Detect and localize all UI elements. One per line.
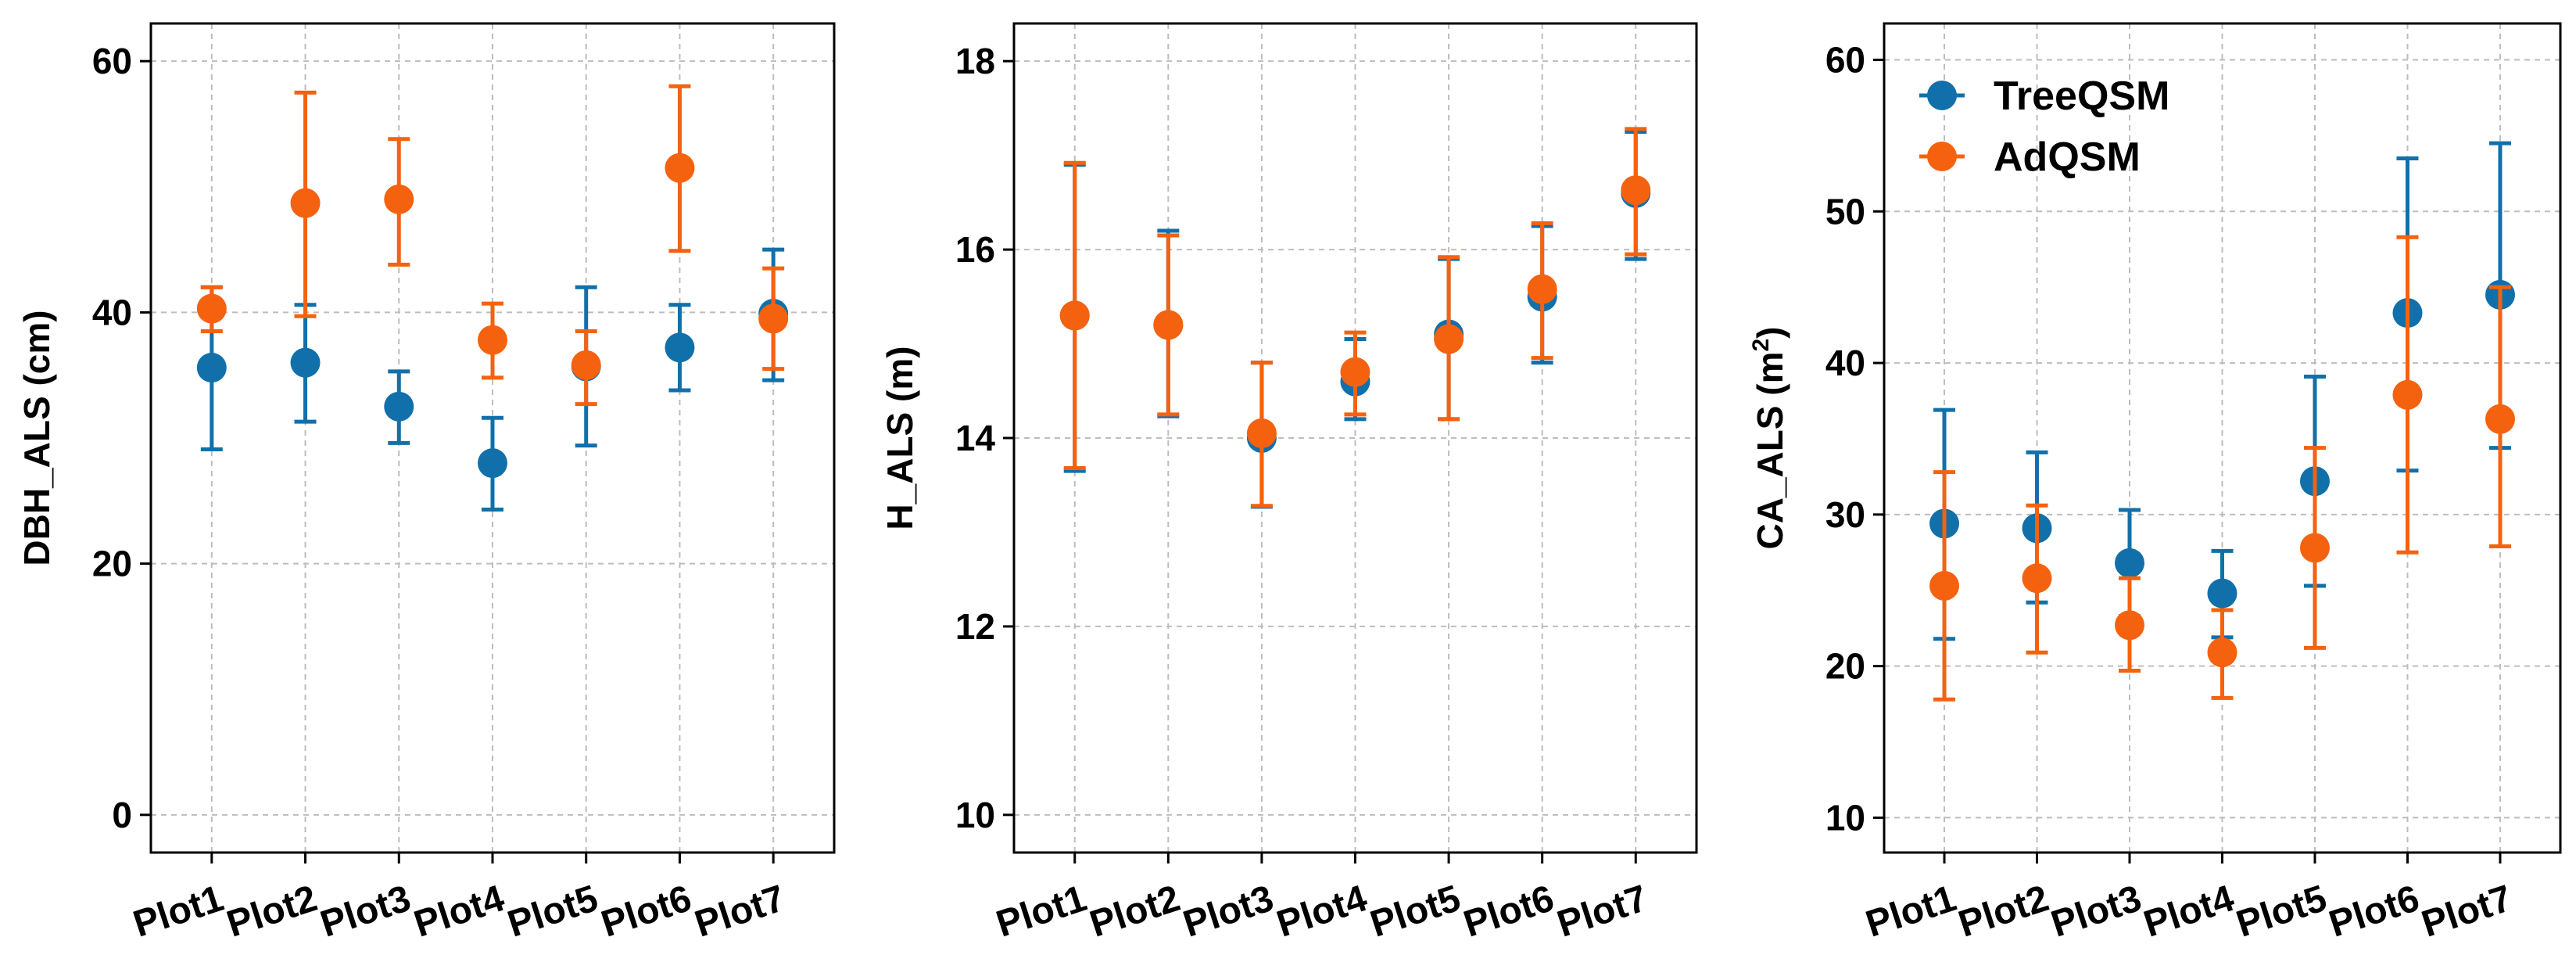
x-tick-label: Plot3 [2046, 878, 2146, 946]
data-point [2022, 563, 2052, 594]
series-adqsm [1929, 235, 2515, 702]
x-tick-label: Plot4 [2139, 878, 2239, 946]
y-tick-label: 10 [1825, 797, 1865, 838]
data-point [2115, 548, 2145, 578]
x-tick-label: Plot6 [1459, 878, 1559, 946]
data-point [665, 332, 695, 363]
data-point [2207, 578, 2237, 609]
plot-frame [1012, 22, 1698, 854]
x-tick-label: Plot7 [690, 878, 790, 946]
data-point [2392, 379, 2423, 410]
x-tick-label: Plot3 [1178, 878, 1278, 946]
data-point [1929, 570, 1960, 601]
legend-marker [1927, 142, 1957, 171]
data-point [384, 184, 414, 214]
y-tick-label: 20 [92, 544, 132, 584]
x-tick-label: Plot5 [1365, 878, 1465, 946]
x-tick-label: Plot2 [1085, 878, 1185, 946]
x-tick-label: Plot1 [1861, 878, 1961, 946]
legend-label: TreeQSM [1994, 74, 2169, 119]
y-tick-label: 20 [1825, 646, 1865, 687]
data-point [196, 353, 227, 383]
series-adqsm [1059, 127, 1651, 508]
y-axis-label: H_ALS (m) [880, 346, 920, 530]
x-tick-label: Plot2 [222, 878, 322, 946]
data-point [2207, 637, 2237, 668]
y-axis-label: DBH_ALS (cm) [16, 310, 57, 565]
series-adqsm [196, 84, 789, 407]
legend-marker [1927, 81, 1957, 110]
data-point [1246, 418, 1277, 448]
data-point [1059, 300, 1090, 331]
data-point [571, 350, 601, 380]
x-tick-label: Plot3 [316, 878, 416, 946]
data-point [1434, 324, 1464, 354]
x-tick-label: Plot7 [2417, 878, 2517, 946]
x-tick-label: Plot1 [128, 878, 228, 946]
y-tick-label: 30 [1825, 494, 1865, 535]
x-tick-label: Plot1 [991, 878, 1091, 946]
data-point [2485, 404, 2515, 434]
y-tick-label: 50 [1825, 191, 1865, 232]
chart-panel-3: 102030405060Plot1Plot2Plot3Plot4Plot5Plo… [1748, 22, 2562, 946]
y-tick-label: 60 [92, 41, 132, 81]
data-point [1527, 274, 1557, 304]
x-tick-label: Plot2 [1954, 878, 2054, 946]
x-tick-label: Plot4 [409, 878, 509, 946]
y-tick-label: 60 [1825, 40, 1865, 81]
data-point [196, 293, 227, 324]
x-tick-label: Plot4 [1272, 878, 1372, 946]
chart-panel-1: 0 20 40 60 Plot1Plot2Plot3Plot4Plot5Plot6Plo… [16, 22, 836, 946]
y-axis-label: CA_ALS (m2) [1748, 326, 1790, 549]
legend: TreeQSM AdQSM [1919, 74, 2169, 180]
data-point [478, 325, 507, 355]
chart-panel-2: 10 12 14 16 18 Plot1Plot2Plot3Plot4Plot5Plot6… [880, 22, 1698, 946]
y-tick-label: 14 [955, 418, 996, 458]
y-tick-label: 40 [1825, 343, 1865, 383]
y-tick-label: 40 [92, 292, 132, 332]
x-tick-label: Plot5 [503, 878, 603, 946]
data-point [2115, 610, 2145, 641]
data-point [384, 391, 414, 422]
data-point [2299, 533, 2330, 563]
y-tick-label: 18 [955, 41, 995, 81]
y-tick-label: 0 [112, 795, 132, 835]
x-tick-label: Plot6 [597, 878, 697, 946]
data-point [290, 347, 321, 378]
data-point [478, 448, 507, 479]
y-tick-label: 12 [955, 606, 995, 647]
data-point [1153, 310, 1184, 340]
y-tick-label: 10 [955, 795, 995, 835]
data-point [665, 153, 695, 183]
legend-label: AdQSM [1994, 135, 2141, 180]
x-tick-label: Plot7 [1553, 878, 1653, 946]
data-point [1340, 357, 1370, 387]
data-point [758, 303, 789, 334]
y-tick-label: 16 [955, 229, 995, 270]
data-point [1621, 175, 1651, 206]
x-tick-label: Plot5 [2231, 878, 2331, 946]
data-point [290, 188, 321, 218]
plot-frame [1883, 22, 2562, 854]
x-tick-label: Plot6 [2324, 878, 2424, 946]
plot-frame [149, 22, 836, 854]
